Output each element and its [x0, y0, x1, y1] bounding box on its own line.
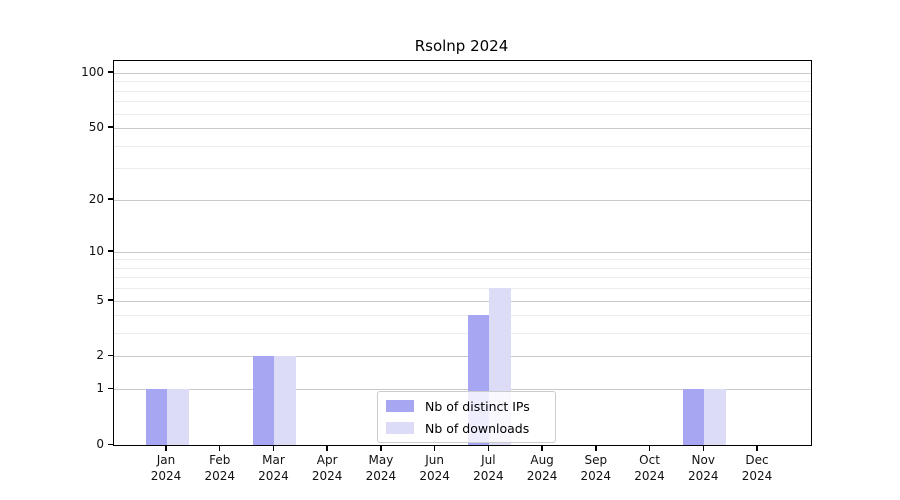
x-tick-label-nov: Nov 2024	[687, 453, 719, 483]
x-tick-label-jan: Jan 2024	[150, 453, 182, 483]
bar-mar-series0	[252, 356, 275, 445]
x-tick-label-aug: Aug 2024	[526, 453, 558, 483]
y-tick-mark	[108, 387, 113, 390]
legend-swatch-downloads-icon	[386, 422, 414, 434]
x-tick-label-feb: Feb 2024	[204, 453, 235, 483]
minor-gridline	[114, 259, 811, 261]
y-tick-mark	[108, 198, 113, 200]
x-tick-mark	[326, 445, 328, 451]
major-gridline	[114, 300, 811, 302]
y-tick-mark	[108, 71, 113, 73]
y-tick-label: 100	[81, 64, 104, 79]
y-tick-label: 2	[96, 348, 104, 363]
x-tick-mark	[165, 445, 167, 451]
x-tick-mark	[272, 445, 275, 451]
bar-nov-series0	[682, 389, 705, 445]
bar-mar-series1	[274, 356, 296, 445]
x-tick-label-dec: Dec 2024	[741, 453, 773, 483]
major-gridline	[114, 251, 811, 253]
minor-gridline	[114, 81, 811, 83]
minor-gridline	[114, 277, 811, 279]
plot-area	[113, 60, 812, 446]
x-tick-label-jul: Jul 2024	[473, 453, 504, 483]
x-tick-mark	[702, 445, 705, 451]
x-tick-label-mar: Mar 2024	[258, 453, 289, 483]
minor-gridline	[114, 90, 811, 92]
y-tick-mark	[108, 443, 113, 445]
x-tick-mark	[487, 445, 490, 451]
y-tick-label: 50	[88, 119, 104, 134]
y-tick-label: 0	[96, 437, 104, 451]
chart-title: Rsolnp 2024	[414, 37, 509, 55]
x-tick-mark	[433, 445, 436, 451]
legend-label-downloads: Nb of downloads	[425, 420, 530, 436]
y-tick-mark	[108, 250, 113, 252]
minor-gridline	[114, 333, 811, 335]
major-gridline	[114, 389, 811, 391]
minor-gridline	[114, 267, 811, 269]
legend-label-distinct-ips: Nb of distinct IPs	[425, 398, 530, 414]
x-tick-mark	[595, 445, 597, 451]
x-tick-label-oct: Oct 2024	[634, 453, 665, 483]
x-tick-mark	[541, 445, 543, 451]
minor-gridline	[114, 145, 811, 147]
minor-gridline	[114, 113, 811, 115]
major-gridline	[114, 72, 811, 74]
x-tick-label-apr: Apr 2024	[311, 453, 343, 483]
y-tick-mark	[108, 299, 113, 301]
x-tick-mark	[218, 445, 221, 451]
bar-nov-series1	[704, 389, 726, 445]
legend-entry-downloads: Nb of downloads	[386, 417, 547, 439]
minor-gridline	[114, 101, 811, 103]
x-tick-label-sep: Sep 2024	[580, 453, 612, 483]
x-tick-label-jun: Jun 2024	[419, 453, 450, 483]
x-tick-mark	[648, 445, 651, 451]
minor-gridline	[114, 315, 811, 317]
bar-jan-series1	[167, 389, 189, 445]
y-tick-label: 10	[88, 243, 104, 258]
y-tick-mark	[108, 126, 113, 128]
y-tick-label: 5	[96, 292, 104, 307]
minor-gridline	[114, 168, 811, 170]
major-gridline	[114, 127, 811, 129]
minor-gridline	[114, 288, 811, 290]
y-tick-mark	[108, 354, 113, 357]
bars-layer	[114, 61, 811, 445]
y-tick-label: 1	[96, 381, 104, 396]
x-tick-mark	[380, 445, 382, 451]
x-tick-mark	[756, 445, 758, 451]
major-gridline	[114, 199, 811, 201]
legend: Nb of distinct IPs Nb of downloads	[377, 391, 556, 443]
legend-entry-distinct-ips: Nb of distinct IPs	[386, 395, 547, 417]
major-gridline	[114, 356, 811, 358]
y-tick-label: 20	[88, 191, 104, 206]
gridlines-layer	[114, 61, 811, 445]
x-tick-label-may: May 2024	[365, 453, 397, 483]
legend-swatch-distinct-ips-icon	[386, 400, 414, 412]
bar-jan-series0	[145, 389, 167, 445]
